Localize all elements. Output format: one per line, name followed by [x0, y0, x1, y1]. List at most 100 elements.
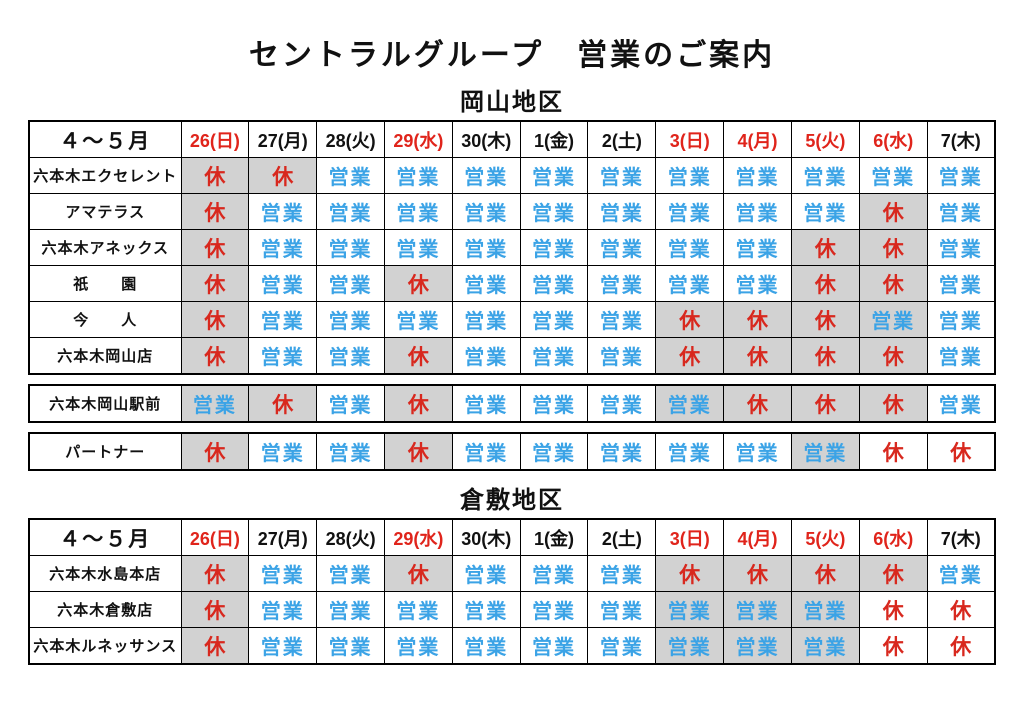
schedule-cell-closed: 休 — [790, 301, 860, 338]
schedule-cell-open: 営業 — [587, 627, 657, 665]
page-title: セントラルグループ 営業のご案内 — [248, 39, 776, 72]
schedule-cell-open: 営業 — [248, 193, 318, 230]
schedule-cell-open: 営業 — [926, 384, 996, 423]
schedule-cell-closed: 休 — [383, 337, 453, 375]
store-name: アマテラス — [28, 193, 182, 230]
schedule-cell-open: 営業 — [858, 301, 928, 338]
schedule-cell-open: 営業 — [519, 591, 589, 628]
schedule-cell-open: 営業 — [316, 229, 385, 266]
store-row: パートナー休営業 営業休営業 営業 営業 営業 営業 営業休休 — [28, 432, 996, 471]
store-name: 六本木水島本店 — [28, 555, 182, 592]
schedule-cell-closed: 休 — [180, 301, 250, 338]
schedule-cell-closed: 休 — [383, 432, 453, 471]
date-header: 7(木) — [926, 120, 996, 158]
schedule-cell-open: 営業 — [316, 555, 385, 592]
schedule-cell-open: 営業 — [655, 229, 725, 266]
schedule-cell-open: 営業 — [451, 627, 521, 665]
schedule-cell-open: 営業 — [587, 265, 657, 302]
schedule-table: ４～５月 26(日) 27(月) 28(火) 29(水) 30(木) 1(金) 2(土) 3(日… — [28, 120, 996, 375]
schedule-cell-open: 営業 — [248, 627, 318, 665]
schedule-cell-open: 営業 — [519, 337, 589, 375]
schedule-cell-open: 営業 — [519, 627, 589, 665]
schedule-cell-closed: 休 — [858, 384, 928, 423]
store-row: 六本木水島本店休営業 営業休営業 営業 営業休休休休営業 — [28, 555, 996, 592]
schedule-cell-closed: 休 — [790, 555, 860, 592]
date-header: 28(火) — [316, 518, 385, 556]
date-header: 26(日) — [180, 518, 250, 556]
schedule-cell-open: 営業 — [655, 432, 725, 471]
date-header: 3(日) — [655, 120, 725, 158]
schedule-cell-closed: 休 — [723, 555, 792, 592]
store-row: 六本木エクセレント休休営業 営業 営業 営業 営業 営業 営業 営業 営業 営業 — [28, 157, 996, 194]
schedule-cell-open: 営業 — [519, 555, 589, 592]
schedule-cell-open: 営業 — [451, 432, 521, 471]
schedule-cell-open: 営業 — [926, 337, 996, 375]
schedule-cell-closed: 休 — [180, 555, 250, 592]
schedule-cell-closed: 休 — [248, 384, 318, 423]
section-heading: 岡山地区 — [460, 89, 564, 116]
date-header: 6(水) — [858, 120, 928, 158]
schedule-table: パートナー休営業 営業休営業 営業 営業 営業 営業 営業休休 — [28, 432, 996, 471]
schedule-cell-open: 営業 — [790, 193, 860, 230]
schedule-cell-closed: 休 — [926, 591, 996, 628]
schedule-cell-closed: 休 — [926, 432, 996, 471]
schedule-cell-open: 営業 — [790, 591, 860, 628]
schedule-cell-open: 営業 — [926, 265, 996, 302]
store-row: 今 人休営業 営業 営業 営業 営業 営業休休休営業 営業 — [28, 301, 996, 338]
date-header-row: ４～５月 26(日) 27(月) 28(火) 29(水) 30(木) 1(金) 2(土) 3(日… — [28, 518, 996, 556]
store-name: 六本木倉敷店 — [28, 591, 182, 628]
schedule-cell-open: 営業 — [587, 157, 657, 194]
period-label: ４～５月 — [28, 120, 182, 158]
schedule-cell-closed: 休 — [180, 337, 250, 375]
schedule-cell-open: 営業 — [451, 337, 521, 375]
schedule-cell-closed: 休 — [723, 337, 792, 375]
schedule-cell-open: 営業 — [316, 591, 385, 628]
schedule-cell-open: 営業 — [451, 193, 521, 230]
schedule-cell-open: 営業 — [926, 157, 996, 194]
schedule-cell-open: 営業 — [655, 265, 725, 302]
schedule-cell-open: 営業 — [383, 157, 453, 194]
store-name: 六本木岡山店 — [28, 337, 182, 375]
schedule-cell-open: 営業 — [519, 265, 589, 302]
schedule-cell-open: 営業 — [723, 157, 792, 194]
schedule-cell-open: 営業 — [316, 337, 385, 375]
schedule-cell-closed: 休 — [655, 301, 725, 338]
date-header: 5(火) — [790, 518, 860, 556]
schedule-cell-closed: 休 — [723, 384, 792, 423]
date-header: 30(木) — [451, 120, 521, 158]
date-header: 29(水) — [383, 120, 453, 158]
date-header: 29(水) — [383, 518, 453, 556]
schedule-cell-open: 営業 — [723, 627, 792, 665]
schedule-cell-open: 営業 — [723, 193, 792, 230]
schedule-cell-closed: 休 — [858, 337, 928, 375]
schedule-cell-open: 営業 — [451, 265, 521, 302]
schedule-cell-open: 営業 — [790, 432, 860, 471]
period-label: ４～５月 — [28, 518, 182, 556]
schedule-cell-closed: 休 — [180, 265, 250, 302]
schedule-cell-open: 営業 — [723, 265, 792, 302]
schedule-cell-open: 営業 — [248, 555, 318, 592]
date-header: 3(日) — [655, 518, 725, 556]
schedule-cell-closed: 休 — [790, 384, 860, 423]
schedule-cell-closed: 休 — [655, 337, 725, 375]
date-header: 7(木) — [926, 518, 996, 556]
schedule-cell-closed: 休 — [858, 555, 928, 592]
schedule-cell-closed: 休 — [383, 555, 453, 592]
date-header: 1(金) — [519, 120, 589, 158]
store-name: 六本木岡山駅前 — [28, 384, 182, 423]
schedule-cell-open: 営業 — [248, 229, 318, 266]
schedule-cell-open: 営業 — [723, 432, 792, 471]
schedule-cell-open: 営業 — [790, 157, 860, 194]
schedule-cell-open: 営業 — [519, 384, 589, 423]
schedule-cell-open: 営業 — [655, 384, 725, 423]
store-name: 今 人 — [28, 301, 182, 338]
schedule-cell-open: 営業 — [248, 432, 318, 471]
date-header: 5(火) — [790, 120, 860, 158]
schedule-cell-open: 営業 — [316, 157, 385, 194]
schedule-cell-open: 営業 — [451, 157, 521, 194]
date-header: 4(月) — [723, 518, 792, 556]
date-header: 26(日) — [180, 120, 250, 158]
schedule-cell-closed: 休 — [858, 229, 928, 266]
schedule-cell-closed: 休 — [790, 265, 860, 302]
schedule-cell-open: 営業 — [180, 384, 250, 423]
